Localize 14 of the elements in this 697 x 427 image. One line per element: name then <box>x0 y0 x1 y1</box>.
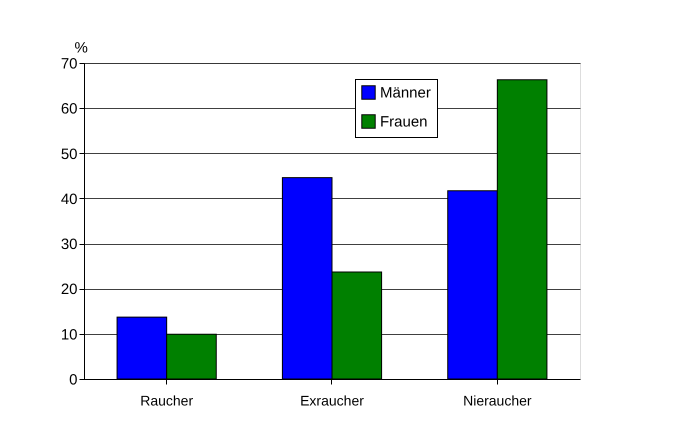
y-tick-label: 0 <box>69 372 78 388</box>
y-tick-label: 20 <box>60 281 78 298</box>
y-axis-title: % <box>74 40 88 56</box>
y-tick-label: 40 <box>60 190 78 208</box>
y-tick-label: 50 <box>60 146 78 163</box>
legend-label: Männer <box>380 84 431 102</box>
y-tick-label: 70 <box>60 56 78 72</box>
y-tick-label: 10 <box>60 326 78 344</box>
y-tick-label: 60 <box>60 100 78 118</box>
x-tick-label: Exraucher <box>300 392 364 408</box>
legend-label: Frauen <box>380 114 428 130</box>
x-tick-label: Raucher <box>140 392 194 408</box>
y-tick-label: 30 <box>60 236 78 254</box>
x-tick-label: Nieraucher <box>463 392 532 408</box>
